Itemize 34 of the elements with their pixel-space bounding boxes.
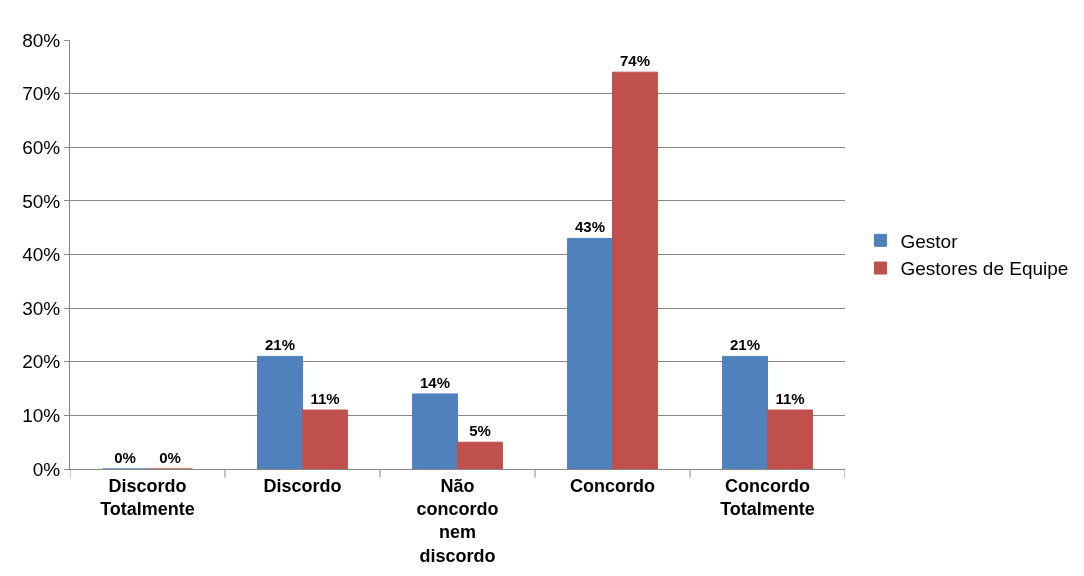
data-label: 0% xyxy=(114,449,136,466)
y-tick-label: 10% xyxy=(22,405,61,427)
bar xyxy=(412,393,458,469)
data-label: 5% xyxy=(469,422,491,440)
x-tick-label: Concordo xyxy=(570,475,655,496)
y-tick-label: 70% xyxy=(22,83,61,105)
data-label: 21% xyxy=(265,336,296,354)
legend-label: Gestor xyxy=(900,230,959,252)
y-tick-label: 60% xyxy=(22,136,61,158)
bar xyxy=(567,237,613,469)
data-label: 43% xyxy=(575,218,606,236)
data-label: 21% xyxy=(730,336,761,354)
y-tick-label: 0% xyxy=(32,458,61,480)
x-tick-label: Discordo Totalmente xyxy=(100,475,195,519)
bar xyxy=(612,71,658,469)
data-label: 14% xyxy=(420,373,451,391)
x-tick-label: Concordo Totalmente xyxy=(720,475,815,519)
y-tick-label: 40% xyxy=(22,244,61,266)
bar xyxy=(257,355,303,469)
y-tick-label: 30% xyxy=(22,297,61,319)
data-label: 11% xyxy=(775,390,805,408)
x-tick-label: Não concordo nem discordo xyxy=(416,475,499,566)
data-label: 11% xyxy=(310,390,340,408)
x-tick-label: Discordo xyxy=(263,475,342,496)
y-tick-label: 50% xyxy=(22,190,61,212)
y-tick-label: 80% xyxy=(22,29,61,51)
bar xyxy=(302,409,348,469)
bar xyxy=(767,409,813,469)
bar xyxy=(457,441,503,469)
data-label: 74% xyxy=(619,52,650,70)
legend-label: Gestores de Equipe xyxy=(900,258,1069,280)
data-label: 0% xyxy=(159,449,181,466)
y-tick-label: 20% xyxy=(22,351,61,373)
bar xyxy=(722,355,768,469)
